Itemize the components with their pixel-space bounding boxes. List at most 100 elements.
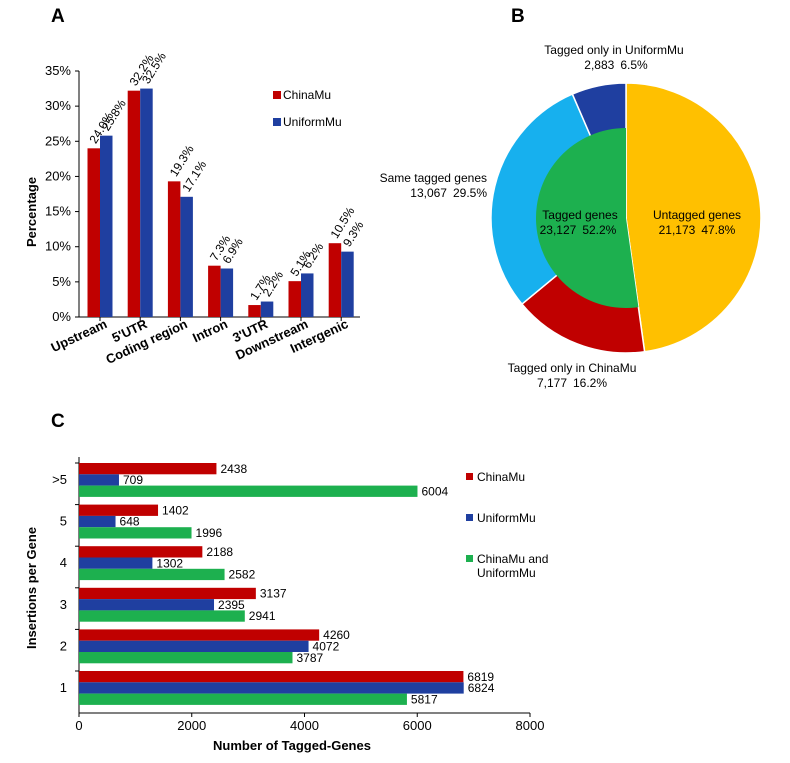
data-label-both: 5817 (411, 692, 438, 706)
hbar-uniformmu (79, 474, 119, 486)
hbar-uniformmu (79, 640, 309, 652)
pie-label-china-only-value: 7,177 16.2% (537, 376, 607, 390)
legend-c-both-swatch (466, 555, 473, 562)
pie-uniform-only-percent: 6.5% (620, 58, 648, 72)
pie-label-untagged-value: 21,173 47.8% (659, 223, 736, 237)
bar-uniformmu (260, 301, 274, 317)
pie-label-uniform-only-title: Tagged only in UniformMu (544, 43, 683, 57)
bar-chinamu (288, 281, 301, 317)
chart-a-y-axis-title: Percentage (24, 177, 39, 247)
chart-c-y-axis-title: Insertions per Gene (24, 527, 39, 649)
x-tick-label: 4000 (290, 718, 319, 733)
data-label-uniformmu: 6.2% (300, 240, 327, 271)
category-label: >5 (52, 472, 67, 487)
legend-a-uniformmu-swatch (273, 118, 281, 126)
bar-uniformmu (301, 273, 314, 317)
chart-c-x-ticks: 0 2000 4000 6000 8000 (75, 713, 544, 733)
pie-untagged-percent: 47.8% (701, 223, 735, 237)
hbar-both (79, 652, 293, 664)
data-label-uniformmu: 4072 (313, 640, 340, 654)
legend-a-chinamu-swatch (273, 91, 281, 99)
x-tick-label: 2000 (177, 718, 206, 733)
data-label-both: 1996 (196, 526, 223, 540)
chart-c-bars: 2438 709 6004 1402 648 1996 2188 1302 2582 3137 23… (79, 462, 495, 706)
chart-a-region-distribution: Percentage 0%5%10%15%20%25%30%35% 24.0%2… (24, 50, 367, 367)
category-label: 2 (60, 638, 67, 653)
data-label-both: 3787 (296, 651, 323, 665)
bar-chinamu (127, 90, 141, 318)
y-tick-label: 5% (52, 274, 71, 289)
pie-tagged-percent: 52.2% (582, 223, 616, 237)
bar-uniformmu (180, 196, 193, 317)
data-label-uniformmu: 709 (123, 473, 143, 487)
chart-c-legend: ChinaMu UniformMu ChinaMu and UniformMu (466, 470, 552, 580)
pie-same-count: 13,067 (410, 186, 447, 200)
pie-china-only-percent: 16.2% (573, 376, 607, 390)
bar-chinamu (87, 148, 100, 317)
pie-inner-tagged (535, 128, 639, 308)
hbar-both (79, 693, 407, 705)
data-label-chinamu: 4260 (323, 628, 350, 642)
pie-uniform-only-count: 2,883 (584, 58, 614, 72)
hbar-both (79, 568, 225, 581)
y-tick-label: 30% (45, 98, 71, 113)
data-label-chinamu: 6819 (467, 670, 494, 684)
hbar-chinamu (79, 463, 217, 475)
y-tick-label: 35% (45, 63, 71, 78)
category-label: 1 (60, 680, 67, 695)
data-label-uniformmu: 648 (120, 515, 140, 529)
category-label: 5 (60, 514, 67, 529)
bar-chinamu (328, 243, 342, 317)
hbar-both (79, 527, 192, 539)
pie-label-tagged-value: 23,127 52.2% (540, 223, 617, 237)
hbar-chinamu (79, 587, 256, 600)
pie-slice-untagged (625, 82, 762, 353)
hbar-uniformmu (79, 682, 464, 694)
category-label: 4 (60, 555, 67, 570)
chart-c-x-axis-title: Number of Tagged-Genes (213, 738, 371, 753)
bar-uniformmu (220, 268, 234, 317)
bar-uniformmu (100, 135, 113, 317)
data-label-chinamu: 3137 (260, 587, 287, 601)
bar-chinamu (248, 305, 261, 317)
chart-a-legend: ChinaMu UniformMu (273, 88, 342, 129)
chart-a-y-ticks: 0% 5% 10% 15% 20% 25% 30% 35% (45, 63, 79, 324)
legend-c-uniformmu-swatch (466, 514, 473, 521)
panel-label-c: C (51, 411, 65, 432)
chart-b-gene-pie: Tagged only in UniformMu 2,883 6.5% Same … (380, 43, 762, 390)
hbar-both (79, 610, 245, 622)
data-label-chinamu: 1402 (162, 503, 189, 517)
pie-inner-ring (535, 128, 639, 308)
data-label-uniformmu: 6824 (468, 681, 495, 695)
chart-c-categories: >5 5 4 3 2 1 (52, 462, 79, 695)
chart-c-insertions: Insertions per Gene Number of Tagged-Gen… (24, 457, 552, 753)
legend-c-chinamu-label: ChinaMu (477, 470, 525, 484)
y-tick-label: 10% (45, 239, 71, 254)
y-tick-label: 25% (45, 133, 71, 148)
bar-chinamu (208, 265, 221, 317)
category-label: 3 (60, 597, 67, 612)
data-label-uniformmu: 2395 (218, 598, 245, 612)
pie-untagged-count: 21,173 (659, 223, 696, 237)
x-tick-label: 0 (75, 718, 82, 733)
y-tick-label: 0% (52, 309, 71, 324)
data-label-both: 2582 (229, 568, 256, 582)
legend-c-both-label: ChinaMu and UniformMu (477, 552, 552, 580)
hbar-both (79, 485, 418, 497)
legend-a-chinamu-label: ChinaMu (283, 88, 331, 102)
pie-same-percent: 29.5% (453, 186, 487, 200)
data-label-uniformmu: 1302 (156, 556, 183, 570)
pie-label-china-only-title: Tagged only in ChinaMu (508, 361, 637, 375)
data-label-uniformmu: 2.2% (260, 268, 287, 299)
hbar-chinamu (79, 504, 159, 516)
pie-label-same-value: 13,067 29.5% (410, 186, 487, 200)
data-label-chinamu: 2438 (220, 462, 247, 476)
pie-label-same-title: Same tagged genes (380, 171, 487, 185)
hbar-chinamu (79, 629, 320, 641)
legend-c-uniformmu-label: UniformMu (477, 511, 536, 525)
bar-uniformmu (140, 88, 153, 317)
legend-c-both-line-2: UniformMu (477, 566, 536, 580)
y-tick-label: 15% (45, 204, 71, 219)
